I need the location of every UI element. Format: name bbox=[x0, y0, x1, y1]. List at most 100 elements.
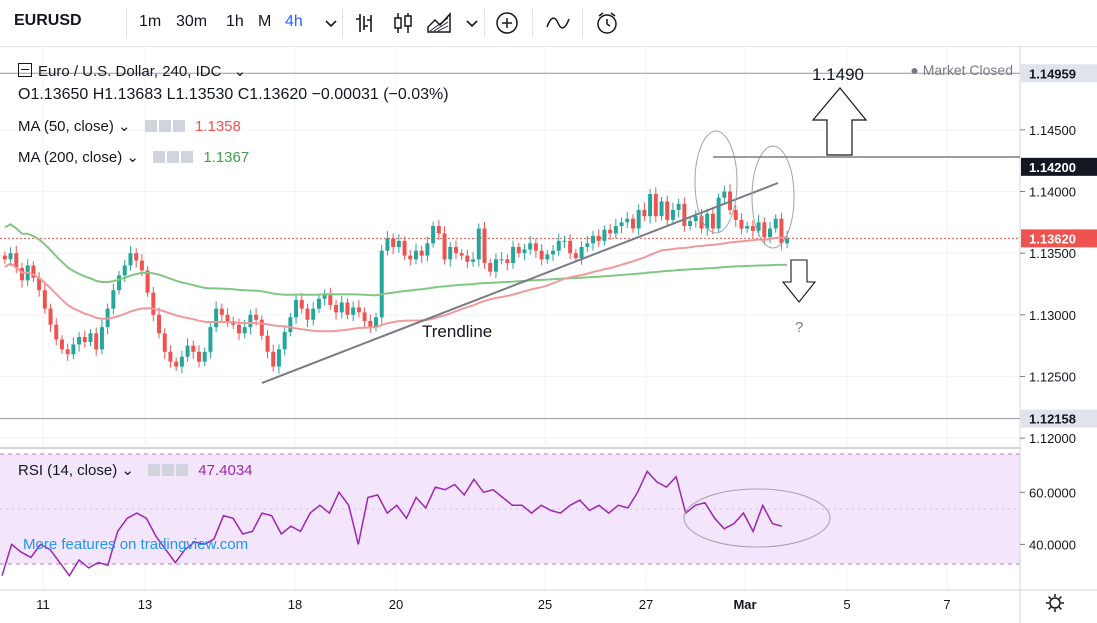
candle-up bbox=[242, 327, 247, 334]
interval-month[interactable]: M bbox=[258, 13, 272, 30]
chevron-down-icon[interactable]: ⌄ bbox=[233, 63, 247, 80]
candle-up bbox=[493, 259, 498, 272]
interval-30m[interactable]: 30m bbox=[176, 13, 208, 30]
candle-up bbox=[179, 356, 184, 367]
chevron-down-icon[interactable]: ⌄ bbox=[121, 462, 134, 479]
rsi-label[interactable]: RSI (14, close) bbox=[18, 462, 118, 479]
candle-up bbox=[785, 238, 790, 244]
candle-down bbox=[225, 314, 230, 321]
candle-up bbox=[185, 345, 190, 357]
candle-down bbox=[42, 290, 47, 309]
candle-up bbox=[528, 243, 533, 250]
candle-up bbox=[648, 193, 653, 217]
price-tick-label: 1.12500 bbox=[1029, 369, 1076, 384]
candle-down bbox=[54, 324, 59, 340]
collapse-icon[interactable] bbox=[18, 63, 32, 77]
candle-up bbox=[613, 226, 618, 234]
symbol-search[interactable]: EURUSD bbox=[14, 12, 82, 29]
candle-down bbox=[19, 267, 24, 281]
candle-down bbox=[750, 226, 755, 231]
candle-down bbox=[453, 247, 458, 254]
compare-icon[interactable] bbox=[545, 10, 571, 36]
interval-1h[interactable]: 1h bbox=[226, 13, 244, 30]
candle-up bbox=[351, 307, 356, 315]
candle-down bbox=[345, 302, 350, 315]
candle-up bbox=[202, 351, 207, 362]
toolbar-divider bbox=[342, 8, 343, 38]
ma200-label[interactable]: MA (200, close) bbox=[18, 149, 123, 166]
candle-down bbox=[733, 210, 738, 220]
time-tick-label: 11 bbox=[36, 597, 50, 612]
candle-down bbox=[488, 263, 493, 272]
candles bbox=[2, 184, 790, 374]
chevron-down-icon[interactable] bbox=[318, 10, 344, 36]
time-tick-label: Mar bbox=[733, 597, 756, 612]
candle-up bbox=[122, 265, 127, 276]
candle-up bbox=[756, 222, 761, 231]
candle-down bbox=[402, 240, 407, 256]
chevron-down-icon[interactable] bbox=[459, 10, 485, 36]
candle-down bbox=[539, 250, 544, 260]
time-tick-label: 5 bbox=[843, 597, 850, 612]
chevron-down-icon[interactable]: ⌄ bbox=[126, 149, 139, 166]
candle-down bbox=[265, 335, 270, 352]
tradingview-link[interactable]: More features on tradingview.com bbox=[23, 536, 249, 553]
candle-down bbox=[436, 226, 441, 234]
ma50-label[interactable]: MA (50, close) bbox=[18, 118, 114, 135]
candle-down bbox=[299, 300, 304, 309]
candle-down bbox=[139, 260, 144, 271]
candle-down bbox=[362, 312, 367, 321]
candle-down bbox=[65, 349, 70, 355]
candle-up bbox=[379, 250, 384, 318]
time-tick-label: 20 bbox=[389, 597, 403, 612]
candle-up bbox=[602, 229, 607, 241]
add-indicator-icon[interactable] bbox=[494, 10, 520, 36]
interval-4h[interactable]: 4h bbox=[285, 13, 303, 30]
candle-up bbox=[248, 314, 253, 328]
candle-down bbox=[2, 255, 7, 260]
candle-down bbox=[197, 351, 201, 362]
candle-down bbox=[157, 314, 162, 334]
area-icon[interactable] bbox=[426, 10, 452, 36]
candle-down bbox=[168, 351, 173, 362]
candle-down bbox=[219, 308, 224, 315]
toolbar-divider bbox=[582, 8, 583, 38]
alert-icon[interactable] bbox=[594, 10, 620, 36]
candle-down bbox=[305, 308, 310, 320]
candle-down bbox=[608, 229, 613, 234]
candle-up bbox=[88, 333, 93, 342]
interval-1m[interactable]: 1m bbox=[139, 13, 162, 30]
candle-down bbox=[665, 201, 670, 220]
price-badge bbox=[1021, 409, 1097, 428]
candle-up bbox=[8, 253, 13, 260]
candle-down bbox=[174, 361, 179, 367]
price-badge bbox=[1021, 229, 1097, 248]
candle-up bbox=[128, 253, 133, 266]
highlight-ellipse bbox=[694, 130, 738, 234]
candle-down bbox=[328, 295, 333, 305]
candle-up bbox=[499, 259, 504, 261]
candle-up bbox=[208, 327, 213, 352]
candle-up bbox=[670, 210, 675, 220]
bar-chart-icon[interactable] bbox=[352, 10, 378, 36]
indicator-controls[interactable] bbox=[153, 149, 195, 166]
candle-up bbox=[385, 238, 390, 251]
candle-up bbox=[619, 222, 624, 227]
candle-down bbox=[653, 193, 658, 217]
rsi-line bbox=[1, 470, 783, 578]
candle-up bbox=[111, 290, 116, 309]
chevron-down-icon[interactable]: ⌄ bbox=[118, 118, 131, 135]
price-tick-label: 1.14500 bbox=[1029, 123, 1076, 138]
candle-up bbox=[322, 295, 327, 299]
candle-up bbox=[288, 317, 293, 333]
indicator-controls[interactable] bbox=[148, 462, 190, 479]
target-label: 1.1490 bbox=[812, 65, 864, 84]
time-tick-label: 7 bbox=[943, 597, 950, 612]
candles-icon[interactable] bbox=[390, 10, 416, 36]
candle-down bbox=[573, 253, 578, 259]
candle-down bbox=[710, 213, 715, 229]
candle-down bbox=[191, 345, 196, 352]
settings-icon[interactable] bbox=[1046, 594, 1064, 612]
indicator-controls[interactable] bbox=[144, 118, 187, 135]
